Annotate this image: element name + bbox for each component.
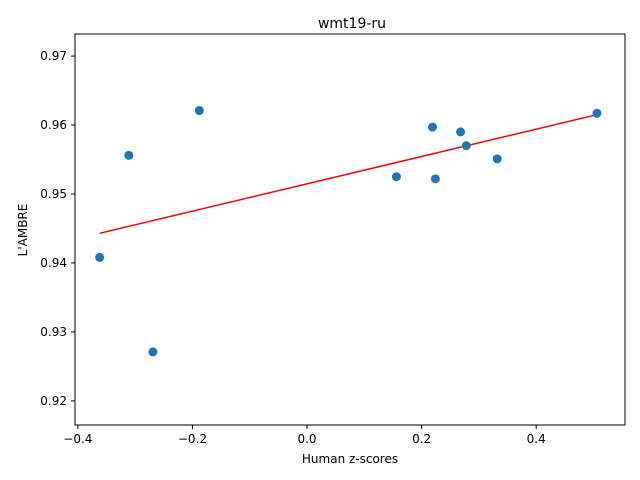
regression-line-group [99,113,598,235]
chart-title: wmt19-ru [318,16,386,32]
data-point [430,174,440,184]
x-tick-label: 0.4 [527,432,546,446]
data-point [124,150,134,160]
y-tick-label: 0.96 [40,118,67,132]
plot-area: −0.4 −0.2 0.0 0.2 0.4 0.920.930.940.950.960.… [40,33,626,446]
x-tick-label: −0.4 [63,432,92,446]
y-tick-label: 0.93 [40,325,67,339]
data-point [592,108,602,118]
x-tick-label: 0.0 [297,432,316,446]
plot-frame [74,33,626,426]
data-point [456,127,466,137]
y-tick-label: 0.94 [40,256,67,270]
y-axis: 0.92 0.93 0.94 0.95 0.96 0.97 [40,49,75,408]
regression-line [99,113,598,235]
data-point [428,122,437,132]
x-tick-label: 0.2 [412,432,431,446]
data-points [95,106,602,357]
y-axis-label: L'AMBRE [16,204,30,257]
y-tick-label: 0.95 [40,187,67,201]
data-point [148,347,158,357]
data-point [194,106,204,116]
data-point [95,252,105,262]
data-point [461,141,471,151]
y-tick-label: 0.92 [40,394,67,408]
data-point [492,154,502,164]
data-point [391,172,401,182]
x-axis: −0.4 −0.2 0.0 0.2 0.4 [63,425,546,446]
x-axis-label: Human z-scores [302,452,398,466]
y-tick-label: 0.97 [40,49,67,63]
x-tick-label: −0.2 [178,432,207,446]
